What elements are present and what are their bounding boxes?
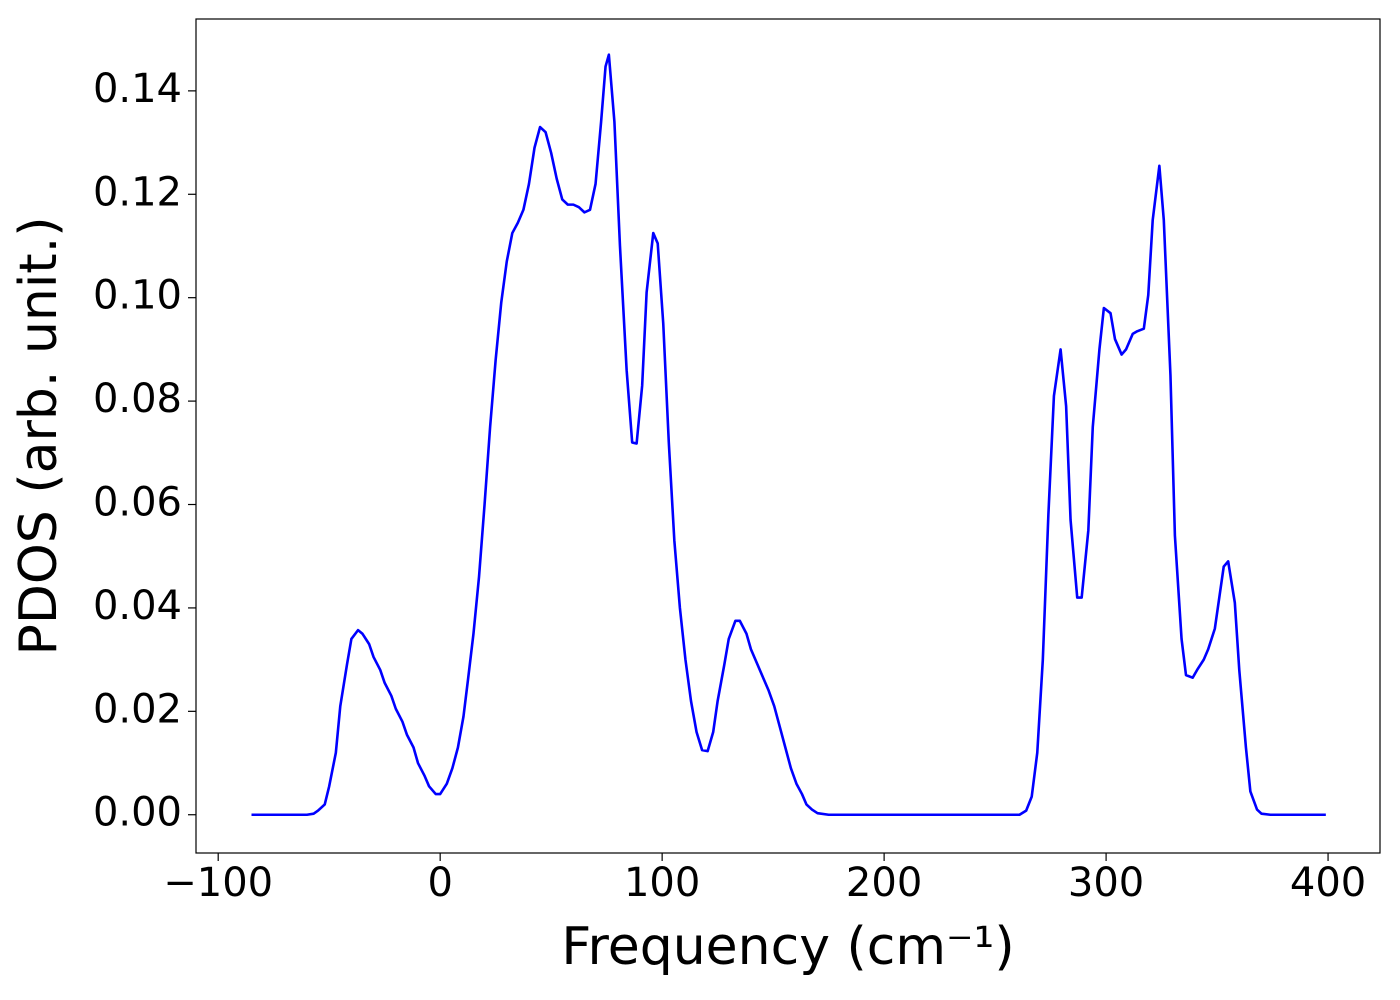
y-tick-label: 0.10 bbox=[93, 273, 182, 319]
x-tick-label: 300 bbox=[1068, 860, 1144, 906]
y-tick-label: 0.04 bbox=[93, 583, 182, 629]
y-axis-label: PDOS (arb. unit.) bbox=[9, 216, 69, 655]
data-line bbox=[251, 53, 1326, 817]
x-tick-label: −100 bbox=[163, 860, 273, 906]
y-tick-label: 0.08 bbox=[93, 376, 182, 422]
x-tick-label: 0 bbox=[427, 860, 452, 906]
y-tick-label: 0.14 bbox=[93, 66, 182, 112]
x-tick-label: 400 bbox=[1290, 860, 1366, 906]
x-axis-label: Frequency (cm⁻¹) bbox=[561, 917, 1014, 977]
x-tick-label: 200 bbox=[846, 860, 922, 906]
y-tick-label: 0.12 bbox=[93, 169, 182, 215]
x-tick-label: 100 bbox=[624, 860, 700, 906]
plot-frame bbox=[195, 18, 1381, 854]
y-tick-label: 0.00 bbox=[93, 790, 182, 836]
y-tick-label: 0.02 bbox=[93, 686, 182, 732]
y-tick-label: 0.06 bbox=[93, 480, 182, 526]
